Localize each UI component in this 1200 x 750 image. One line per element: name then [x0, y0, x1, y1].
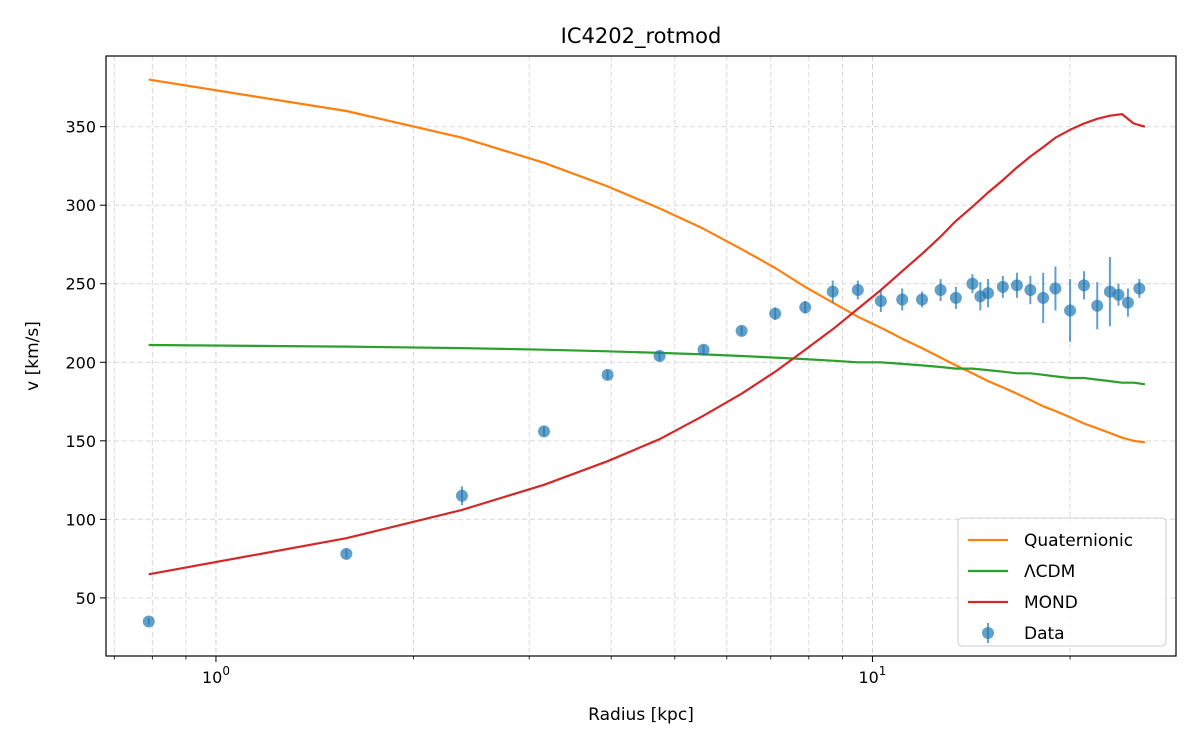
series-data-points — [142, 257, 1146, 628]
x-axis-label: Radius [kpc] — [588, 705, 694, 725]
data-point — [826, 285, 839, 298]
y-tick-label: 150 — [65, 432, 96, 451]
data-point — [455, 489, 468, 502]
data-point — [601, 368, 614, 381]
data-point — [982, 287, 995, 300]
data-point — [1037, 291, 1050, 304]
data-point — [934, 284, 947, 297]
data-point — [1077, 279, 1090, 292]
data-point — [949, 291, 962, 304]
data-point — [996, 280, 1009, 293]
y-tick-label: 300 — [65, 196, 96, 215]
x-tick-base: 10 — [858, 668, 878, 687]
data-point — [1112, 288, 1125, 301]
legend: Quaternionic ΛCDM MOND Data — [957, 517, 1167, 647]
y-tick-label: 200 — [65, 353, 96, 372]
data-point — [340, 547, 353, 560]
y-tick-label: 350 — [65, 118, 96, 137]
data-point — [537, 425, 550, 438]
data-point — [769, 307, 782, 320]
data-point — [1010, 279, 1023, 292]
data-point — [1064, 304, 1077, 317]
x-tick-exponent: 0 — [222, 664, 230, 678]
x-tick-label: 101 — [858, 664, 886, 687]
plot-frame — [105, 55, 1177, 657]
series-line-mond — [148, 113, 1146, 576]
legend-label: Quaternionic — [1024, 531, 1133, 551]
series-layer — [142, 78, 1146, 628]
data-point — [896, 293, 909, 306]
y-tick-label: 100 — [65, 510, 96, 529]
data-point — [1049, 282, 1062, 295]
data-point — [1024, 284, 1037, 297]
y-axis-label: v [km/s] — [23, 321, 43, 391]
data-point — [1121, 296, 1134, 309]
data-point — [1091, 299, 1104, 312]
data-point — [799, 301, 812, 314]
data-point — [697, 343, 710, 356]
data-point — [851, 284, 864, 297]
data-point — [966, 277, 979, 290]
x-tick-label: 100 — [202, 664, 230, 687]
chart-title: IC4202_rotmod — [561, 24, 722, 49]
legend-box — [957, 517, 1167, 647]
legend-label: MOND — [1024, 593, 1078, 613]
data-point — [874, 295, 887, 308]
legend-label: ΛCDM — [1024, 562, 1075, 582]
legend-swatch-marker — [982, 627, 994, 639]
legend-label: Data — [1024, 624, 1065, 644]
y-tick-label: 50 — [76, 589, 96, 608]
data-point — [1133, 282, 1146, 295]
data-point — [916, 293, 929, 306]
series-line-quaternionic — [148, 78, 1146, 444]
y-tick-label: 250 — [65, 275, 96, 294]
x-tick-base: 10 — [202, 668, 222, 687]
x-tick-exponent: 1 — [879, 664, 887, 678]
data-point — [735, 324, 748, 337]
data-point — [653, 350, 666, 362]
data-point — [142, 615, 155, 628]
